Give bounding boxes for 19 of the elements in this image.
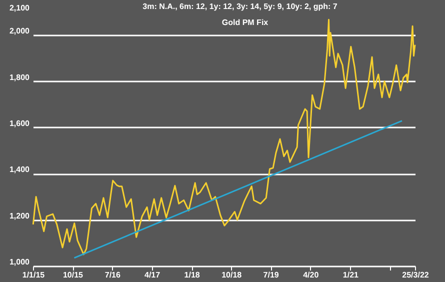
y-tick-label: 1,400 — [9, 165, 30, 174]
x-tick-label: 10/15 — [62, 270, 84, 280]
x-tick-label: 4/17 — [144, 270, 161, 280]
y-tick-label: 1,600 — [9, 118, 30, 128]
text: 3m: N.A., 6m: 12, 1y: 12, 3y: 14, 5y: 9, 10y: 2, gph: 7 — [142, 2, 338, 11]
y-tick-label: 1,000 — [9, 258, 30, 266]
text: Gold PM Fix — [222, 18, 269, 27]
y-tick-label: 1,200 — [9, 211, 30, 220]
x-tick-label: 25/3/22 — [402, 270, 430, 280]
x-tick-label: 7/19 — [263, 270, 280, 280]
y-tick-label: 1,800 — [9, 72, 30, 82]
y-tick-label: 2,100 — [9, 4, 30, 12]
x-tick-label: 1/1/15 — [22, 270, 46, 280]
x-tick-label: 1/18 — [184, 270, 200, 280]
x-tick-label: 4/20 — [303, 270, 320, 280]
x-tick-label: 10/18 — [222, 270, 242, 280]
x-tick-label: 7/16 — [104, 270, 121, 280]
x-tick-label: 1/21 — [342, 270, 360, 280]
y-tick-label: 2,000 — [9, 26, 30, 36]
